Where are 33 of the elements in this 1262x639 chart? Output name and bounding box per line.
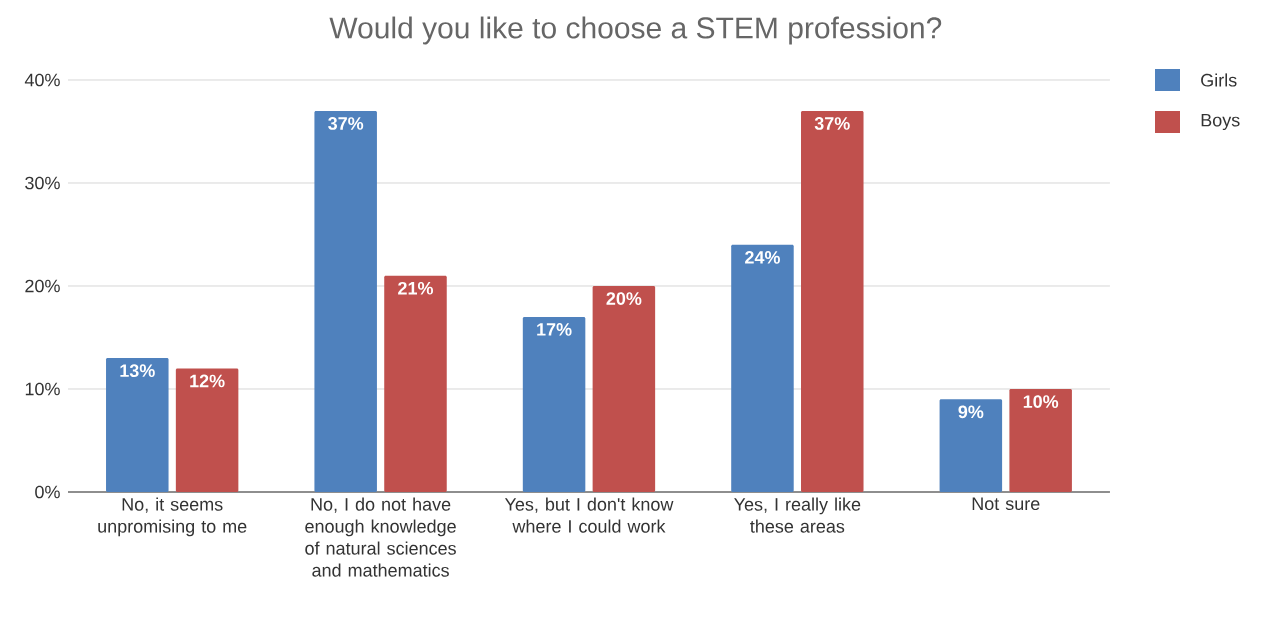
bar [106, 358, 169, 492]
bar [1009, 389, 1072, 492]
data-label: 9% [958, 405, 984, 419]
legend-label: Girls [1201, 73, 1237, 87]
bar [314, 110, 377, 492]
x-tick-label: No, I do not have enough knowledge of natural sciences and mathematics [305, 497, 456, 577]
x-tick-label: Yes, I really like these areas [734, 497, 861, 533]
bar [592, 286, 656, 492]
y-tick-label: 30% [25, 176, 60, 190]
bar [384, 275, 447, 492]
data-label: 10% [1023, 395, 1059, 408]
bar [175, 368, 239, 492]
x-tick-label: Not sure [972, 497, 1040, 511]
data-label: 12% [190, 374, 225, 388]
bar [731, 244, 794, 492]
data-label: 21% [398, 281, 434, 295]
data-label: 24% [745, 251, 780, 264]
legend-label: Boys [1201, 113, 1240, 131]
bar [939, 399, 1003, 492]
y-tick-label: 0% [35, 485, 60, 499]
bar [522, 316, 586, 492]
y-tick-label: 20% [25, 279, 60, 293]
data-label: 37% [814, 117, 850, 130]
chart-title: Would you like to choose a STEM profession? [329, 16, 942, 45]
data-label: 13% [120, 364, 155, 378]
data-label: 37% [328, 117, 364, 130]
y-tick-label: 10% [25, 382, 60, 396]
y-tick-label: 40% [24, 73, 60, 87]
x-tick-label: Yes, but I don't know where I could work [504, 497, 674, 533]
bar [801, 110, 864, 492]
data-label: 20% [606, 292, 642, 305]
x-tick-label: No, it seems unpromising to me [98, 497, 247, 537]
data-label: 17% [537, 323, 572, 336]
